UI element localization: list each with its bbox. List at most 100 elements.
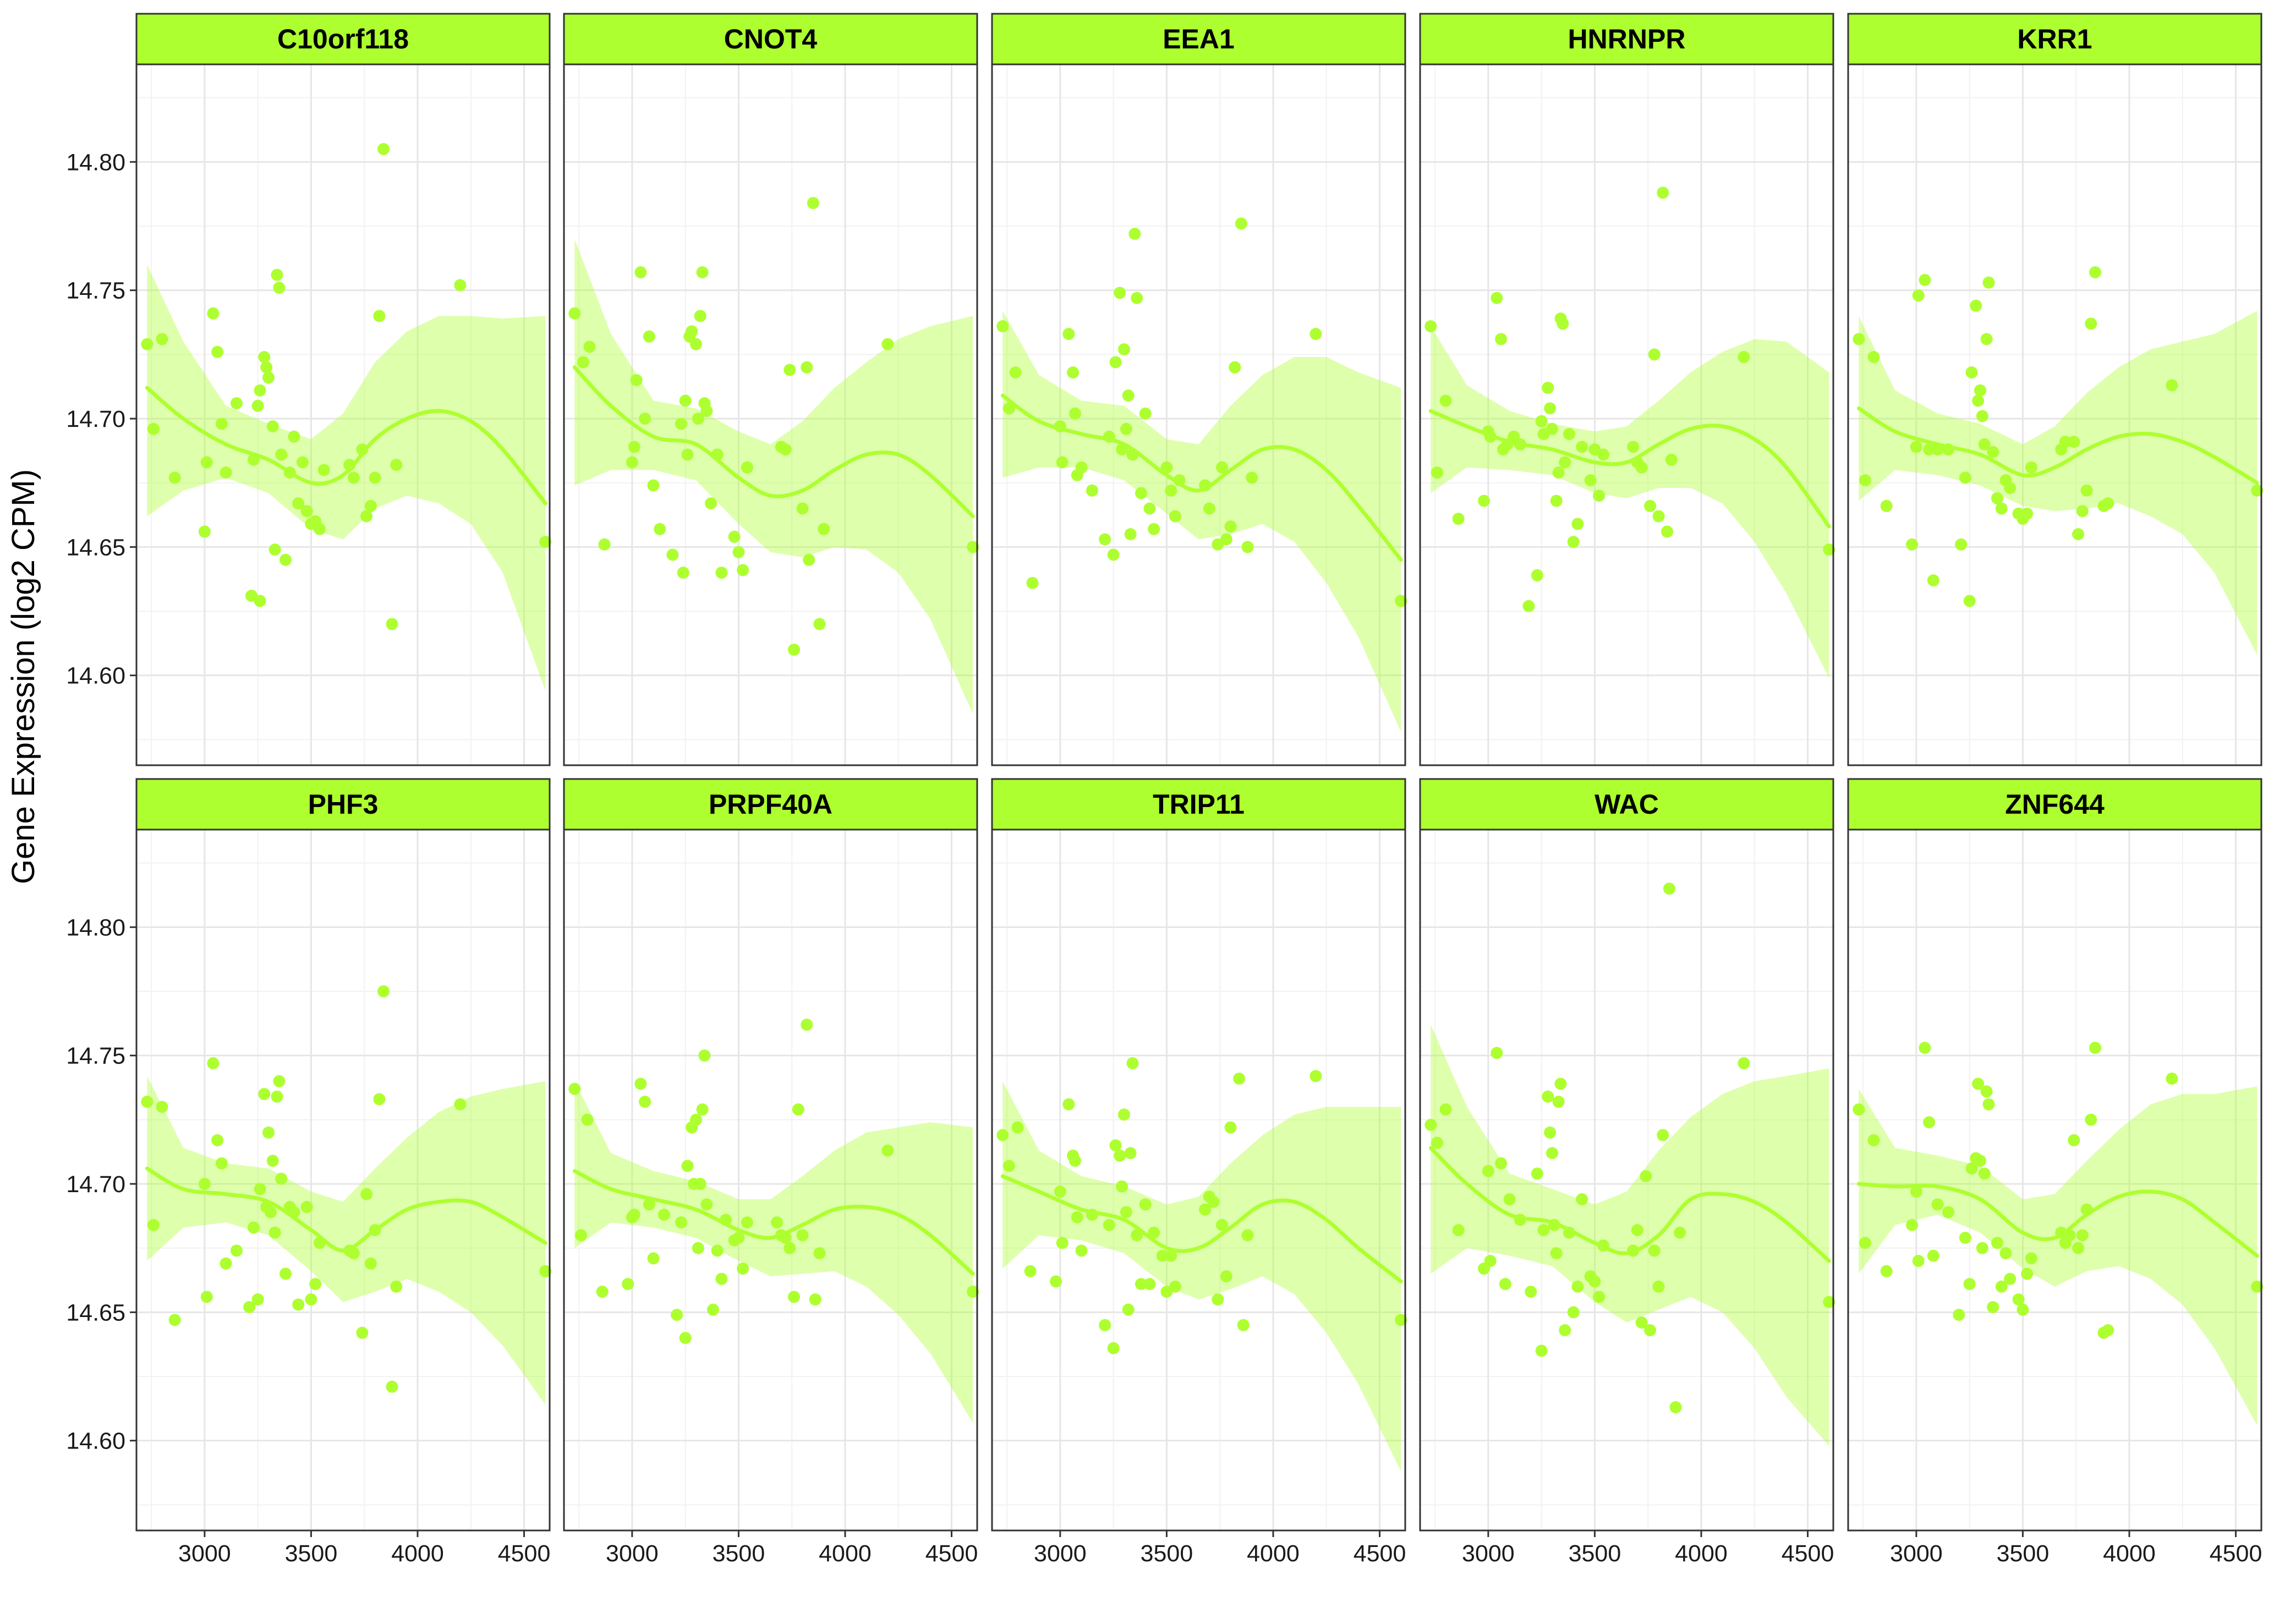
data-point: [1546, 1147, 1559, 1159]
data-point: [1738, 351, 1750, 363]
facet-strip-label: TRIP11: [1153, 789, 1245, 820]
data-point: [2025, 461, 2037, 474]
data-point: [700, 1198, 713, 1211]
facet-panel: C10orf118: [135, 13, 552, 766]
data-point: [1495, 333, 1508, 345]
data-point: [2004, 1272, 2017, 1285]
data-point: [2025, 1252, 2037, 1265]
data-point: [275, 1172, 288, 1185]
data-point: [1118, 343, 1131, 355]
data-point: [779, 1232, 792, 1244]
data-point: [788, 644, 801, 656]
data-point: [1542, 382, 1554, 394]
data-point: [2068, 1134, 2080, 1146]
data-point: [1246, 471, 1258, 484]
data-point: [296, 456, 309, 469]
data-point: [1002, 402, 1015, 415]
data-point: [1859, 474, 1871, 486]
data-point: [1640, 1170, 1652, 1182]
data-point: [269, 544, 281, 556]
data-point: [2004, 482, 2017, 494]
data-point: [681, 448, 694, 461]
data-point: [1199, 479, 1212, 492]
trend-line: [145, 1166, 547, 1253]
data-point: [1525, 1286, 1537, 1298]
data-point: [386, 1380, 398, 1393]
data-point: [1122, 1303, 1135, 1316]
data-point: [1657, 1129, 1669, 1142]
y-tick-label: 14.65: [66, 534, 125, 561]
gridlines: [564, 64, 977, 765]
data-point: [247, 453, 260, 466]
data-point: [1571, 1280, 1584, 1293]
data-point: [1114, 287, 1126, 299]
data-point: [634, 1078, 647, 1090]
data-point: [1982, 1098, 1995, 1111]
data-point: [1674, 1226, 1686, 1239]
data-point: [454, 1098, 467, 1111]
data-point: [1923, 1116, 1936, 1128]
data-point: [675, 1216, 687, 1228]
data-point: [1482, 1165, 1494, 1177]
data-point: [783, 364, 796, 376]
data-point: [1738, 1057, 1750, 1069]
data-point: [313, 1237, 326, 1249]
data-point: [2166, 379, 2178, 392]
data-point: [1987, 446, 1999, 458]
data-point: [1927, 1249, 1939, 1262]
data-point: [679, 394, 692, 407]
data-point: [215, 418, 228, 430]
data-point: [220, 1257, 232, 1270]
data-point: [1220, 1270, 1232, 1282]
data-point: [1050, 1275, 1062, 1288]
data-point: [1635, 461, 1648, 474]
data-point: [1942, 1206, 1954, 1219]
data-point: [147, 423, 160, 435]
data-point: [539, 1265, 552, 1277]
data-point: [1559, 1324, 1571, 1336]
data-point: [692, 413, 704, 425]
data-point: [2017, 1303, 2029, 1316]
data-point: [377, 985, 390, 997]
confidence-band: [1859, 311, 2257, 655]
data-point: [1143, 1278, 1156, 1290]
data-point: [343, 459, 356, 471]
facet-panel: HNRNPR: [1419, 13, 1835, 766]
data-point: [1867, 1134, 1880, 1146]
data-point: [732, 1232, 745, 1244]
data-point: [1068, 407, 1081, 420]
data-point: [1576, 441, 1588, 453]
confidence-band: [147, 265, 546, 691]
data-point: [788, 1291, 801, 1303]
data-point: [813, 618, 826, 630]
data-point: [211, 345, 224, 358]
data-point: [1648, 348, 1661, 361]
data-point: [356, 443, 369, 456]
data-point: [2251, 484, 2264, 497]
data-point: [1995, 502, 2008, 515]
data-point: [288, 1206, 300, 1219]
data-point: [1169, 1280, 1181, 1293]
data-point: [269, 1226, 281, 1239]
data-point: [356, 1326, 369, 1339]
data-point: [796, 1229, 809, 1242]
data-point: [279, 1268, 292, 1280]
data-point: [283, 467, 296, 479]
data-point: [279, 553, 292, 566]
data-point: [1546, 423, 1559, 435]
data-point: [568, 1083, 581, 1095]
data-point: [1026, 577, 1039, 589]
data-point: [258, 1088, 271, 1100]
y-tick-label: 14.75: [66, 278, 125, 304]
data-point: [260, 361, 273, 374]
data-point: [264, 1206, 277, 1219]
data-point: [1548, 1219, 1560, 1231]
data-point: [364, 500, 377, 512]
data-point: [1143, 502, 1156, 515]
data-point: [818, 523, 830, 535]
data-point: [1503, 1193, 1516, 1205]
data-point: [1495, 1157, 1508, 1170]
data-point: [598, 538, 611, 551]
data-point: [1976, 1242, 1988, 1254]
trend-line: [1428, 409, 1831, 529]
